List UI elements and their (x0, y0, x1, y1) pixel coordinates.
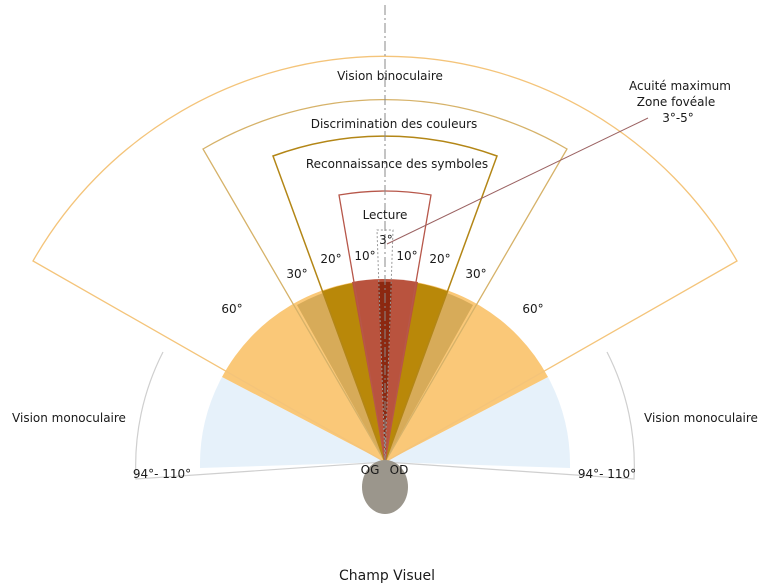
label-vision-binoculaire: Vision binoculaire (337, 69, 443, 83)
label-vision-monoculaire-right: Vision monoculaire (644, 411, 758, 425)
label-deg-3: 3° (379, 233, 393, 247)
label-deg-94-110-right: 94°- 110° (578, 467, 636, 481)
label-deg-30-left: 30° (286, 267, 307, 281)
label-acuite-line1: Acuité maximum (629, 79, 731, 93)
label-deg-60-left: 60° (221, 302, 242, 316)
acuite-leader-line (386, 117, 649, 245)
monocular-outline-left (135, 351, 386, 480)
label-vision-monoculaire-left: Vision monoculaire (12, 411, 126, 425)
label-deg-94-110-left: 94°- 110° (133, 467, 191, 481)
monocular-sector-right (385, 377, 571, 468)
monocular-outline-right (384, 351, 635, 480)
label-acuite-line2: Zone fovéale (637, 95, 716, 109)
label-deg-20-left: 20° (320, 252, 341, 266)
label-lecture: Lecture (363, 208, 408, 222)
diagram-title: Champ Visuel (339, 568, 435, 584)
label-discrimination-couleurs: Discrimination des couleurs (311, 117, 478, 131)
label-reconnaissance-symboles: Reconnaissance des symboles (306, 157, 488, 171)
monocular-sector-left (199, 377, 385, 468)
label-deg-60-right: 60° (522, 302, 543, 316)
eyes-ellipse (362, 460, 408, 514)
label-deg-10-right: 10° (396, 249, 417, 263)
label-od: OD (390, 463, 409, 477)
binocular-outline (32, 55, 738, 463)
label-deg-20-right: 20° (429, 252, 450, 266)
label-deg-30-right: 30° (465, 267, 486, 281)
label-og: OG (361, 463, 380, 477)
label-acuite-line3: 3°-5° (662, 111, 694, 125)
label-deg-10-left: 10° (354, 249, 375, 263)
